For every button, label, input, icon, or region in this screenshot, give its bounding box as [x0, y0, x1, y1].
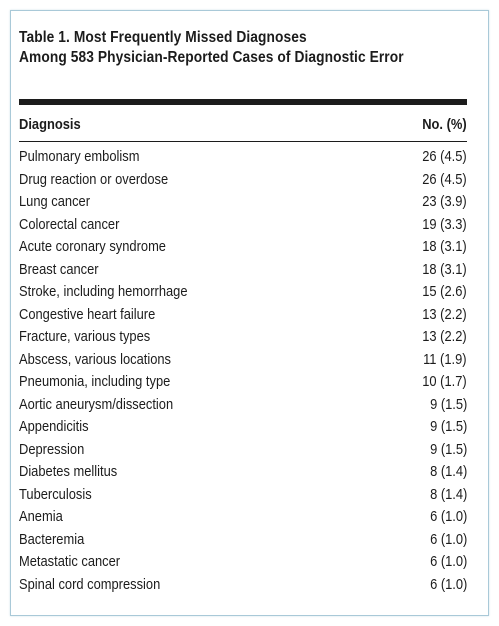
table-title-line-2: Among 583 Physician-Reported Cases of Di…	[19, 49, 404, 66]
diagnosis-cell: Spinal cord compression	[19, 575, 161, 593]
table-row: Depression 9 (1.5)	[19, 439, 467, 462]
count-cell: 10 (1.7)	[422, 373, 467, 390]
diagnosis-cell: Pulmonary embolism	[19, 148, 140, 165]
diagnosis-cell: Breast cancer	[19, 260, 99, 278]
table-row: Metastatic cancer 6 (1.0)	[19, 551, 467, 574]
table-row: Tuberculosis 8 (1.4)	[19, 484, 467, 507]
count-cell: 13 (2.2)	[422, 328, 467, 345]
count-cell: 26 (4.5)	[422, 148, 467, 165]
count-cell: 18 (3.1)	[422, 238, 467, 255]
header-top-rule	[19, 99, 467, 105]
header-bottom-rule	[19, 141, 467, 142]
table-row: Drug reaction or overdose 26 (4.5)	[19, 169, 467, 192]
diagnosis-cell: Diabetes mellitus	[19, 463, 118, 480]
diagnosis-cell: Lung cancer	[19, 193, 91, 210]
table-row: Breast cancer 18 (3.1)	[19, 259, 467, 282]
table-row: Fracture, various types 13 (2.2)	[19, 326, 467, 349]
table-row: Congestive heart failure 13 (2.2)	[19, 304, 467, 327]
count-cell: 26 (4.5)	[422, 170, 467, 188]
count-cell: 8 (1.4)	[429, 463, 467, 480]
diagnosis-cell: Pneumonia, including type	[19, 373, 171, 390]
table-header: Diagnosis No. (%)	[19, 116, 467, 136]
table-row: Colorectal cancer 19 (3.3)	[19, 214, 467, 237]
diagnosis-cell: Tuberculosis	[19, 485, 92, 503]
count-cell: 11 (1.9)	[423, 350, 467, 368]
table-row: Aortic aneurysm/dissection 9 (1.5)	[19, 394, 467, 417]
diagnosis-cell: Anemia	[19, 508, 63, 525]
table-row: Bacteremia 6 (1.0)	[19, 529, 467, 552]
diagnosis-cell: Depression	[19, 440, 85, 458]
table-row: Diabetes mellitus 8 (1.4)	[19, 461, 467, 484]
table-row: Acute coronary syndrome 18 (3.1)	[19, 236, 467, 259]
table-row: Appendicitis 9 (1.5)	[19, 416, 467, 439]
diagnosis-cell: Bacteremia	[19, 530, 85, 548]
count-cell: 19 (3.3)	[422, 215, 467, 233]
table-title: Table 1. Most Frequently Missed Diagnose…	[19, 28, 406, 68]
diagnosis-cell: Fracture, various types	[19, 328, 151, 345]
column-header-diagnosis: Diagnosis	[19, 116, 81, 133]
table-row: Anemia 6 (1.0)	[19, 506, 467, 529]
diagnosis-cell: Stroke, including hemorrhage	[19, 283, 188, 300]
count-cell: 15 (2.6)	[422, 283, 467, 300]
count-cell: 9 (1.5)	[429, 440, 467, 458]
table-body: Pulmonary embolism 26 (4.5) Drug reaction…	[19, 146, 467, 596]
diagnosis-cell: Appendicitis	[19, 418, 89, 435]
table-row: Pulmonary embolism 26 (4.5)	[19, 146, 467, 169]
diagnosis-cell: Aortic aneurysm/dissection	[19, 395, 174, 413]
count-cell: 8 (1.4)	[429, 485, 467, 503]
count-cell: 6 (1.0)	[429, 575, 467, 593]
count-cell: 13 (2.2)	[422, 305, 467, 323]
count-cell: 6 (1.0)	[429, 530, 467, 548]
count-cell: 6 (1.0)	[429, 508, 467, 525]
count-cell: 9 (1.5)	[429, 418, 467, 435]
table-row: Stroke, including hemorrhage 15 (2.6)	[19, 281, 467, 304]
count-cell: 18 (3.1)	[422, 260, 467, 278]
diagnosis-cell: Metastatic cancer	[19, 553, 121, 570]
table-row: Abscess, various locations 11 (1.9)	[19, 349, 467, 372]
diagnosis-cell: Acute coronary syndrome	[19, 238, 166, 255]
diagnosis-cell: Abscess, various locations	[19, 350, 172, 368]
diagnosis-cell: Drug reaction or overdose	[19, 170, 169, 188]
count-cell: 6 (1.0)	[429, 553, 467, 570]
table-row: Pneumonia, including type 10 (1.7)	[19, 371, 467, 394]
diagnosis-cell: Congestive heart failure	[19, 305, 156, 323]
column-header-count: No. (%)	[422, 116, 467, 133]
count-cell: 23 (3.9)	[422, 193, 467, 210]
count-cell: 9 (1.5)	[429, 395, 467, 413]
table-row: Lung cancer 23 (3.9)	[19, 191, 467, 214]
table-row: Spinal cord compression 6 (1.0)	[19, 574, 467, 597]
table-frame	[10, 10, 489, 616]
diagnosis-cell: Colorectal cancer	[19, 215, 120, 233]
table-title-line-1: Table 1. Most Frequently Missed Diagnose…	[19, 29, 307, 46]
